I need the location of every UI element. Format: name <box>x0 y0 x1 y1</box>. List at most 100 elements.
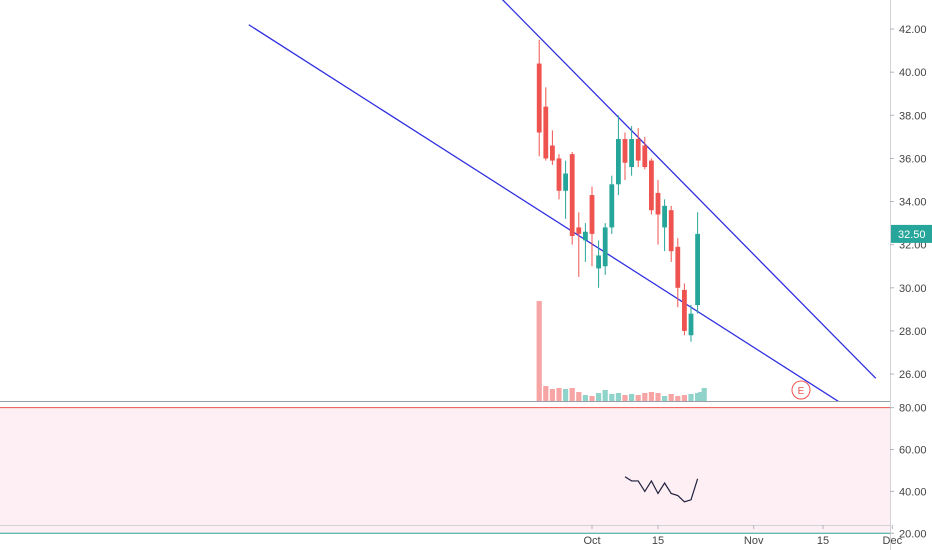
candle[interactable] <box>536 39 542 157</box>
volume-bar <box>576 392 582 401</box>
candle[interactable] <box>688 305 694 342</box>
oscillator-line[interactable] <box>624 476 699 503</box>
price-tick-label: 30.00 <box>899 283 927 295</box>
volume-bar <box>536 301 542 401</box>
price-tick-label: 40.00 <box>899 67 927 79</box>
candle-body <box>576 227 582 234</box>
candles-group <box>536 39 700 342</box>
candle[interactable] <box>629 126 634 176</box>
candle[interactable] <box>550 130 555 165</box>
oscillator-tick-label: 40.00 <box>899 486 927 498</box>
time-tick-label: Nov <box>744 535 764 547</box>
candle-body <box>642 145 648 168</box>
candle[interactable] <box>569 151 575 245</box>
candle[interactable] <box>622 132 628 180</box>
candle-body <box>602 227 608 267</box>
candle[interactable] <box>576 212 582 278</box>
price-tick-label: 34.00 <box>899 197 927 209</box>
candle-body <box>596 255 601 269</box>
time-tick-label: 15 <box>817 535 829 547</box>
candle-body <box>649 160 654 211</box>
candle[interactable] <box>662 199 667 252</box>
volume-bar <box>582 395 588 401</box>
candle-body <box>662 205 667 228</box>
time-axis-ticks: Oct 15 Nov 15 Dec <box>583 525 903 547</box>
candle-body <box>688 313 694 336</box>
volume-bar <box>668 394 674 401</box>
candle[interactable] <box>583 223 588 262</box>
candle-body <box>569 154 575 237</box>
candle[interactable] <box>642 136 648 170</box>
candle-body <box>668 210 674 252</box>
candle[interactable] <box>602 223 608 275</box>
candle-body <box>583 231 588 241</box>
candle[interactable] <box>596 240 601 288</box>
volume-bar <box>563 389 569 401</box>
volume-bar <box>615 393 621 401</box>
candle[interactable] <box>543 87 549 161</box>
trendline-2[interactable] <box>500 0 877 379</box>
volume-bar <box>596 393 602 401</box>
volume-bar <box>635 395 641 401</box>
earnings-marker[interactable]: E <box>791 380 811 400</box>
trendlines-group <box>248 0 877 404</box>
oscillator-tick-label: 60.00 <box>899 445 927 457</box>
volume-bar <box>622 395 628 401</box>
candle[interactable] <box>616 115 621 196</box>
candle-body <box>536 63 542 133</box>
candle[interactable] <box>675 238 681 308</box>
volume-bars-group <box>536 301 707 401</box>
last-price-label: 32.50 <box>898 229 926 241</box>
volume-bar <box>662 396 668 401</box>
trendline-1[interactable] <box>248 24 843 404</box>
volume-bar <box>701 388 707 401</box>
candle[interactable] <box>668 205 674 262</box>
candle-body <box>550 145 555 161</box>
candle-body <box>616 139 621 185</box>
candle-body <box>682 289 687 331</box>
last-price-badge: 32.50 <box>891 224 932 243</box>
volume-bar <box>569 388 575 401</box>
candle[interactable] <box>589 186 595 267</box>
candle[interactable] <box>609 175 615 234</box>
oscillator-band-group <box>0 407 890 534</box>
oscillator-axis-ticks: 80.00 60.00 40.00 20.00 <box>890 403 927 540</box>
candle[interactable] <box>635 128 641 168</box>
candle-body <box>622 139 628 163</box>
price-tick-label: 42.00 <box>899 24 927 36</box>
candle-body <box>556 158 562 191</box>
earnings-marker-label[interactable]: E <box>798 386 805 397</box>
candle[interactable] <box>556 154 562 200</box>
candle[interactable] <box>563 160 568 219</box>
volume-bar <box>629 394 635 401</box>
oscillator-line-group <box>624 476 699 503</box>
price-tick-label: 26.00 <box>899 369 927 381</box>
candle-body <box>695 233 700 306</box>
candle-body <box>609 184 615 228</box>
candle-body <box>543 106 549 159</box>
candle-body <box>635 139 641 161</box>
oscillator-tick-label: 80.00 <box>899 403 927 415</box>
volume-bar <box>695 393 701 401</box>
time-tick-label: Dec <box>883 535 903 547</box>
price-tick-label: 28.00 <box>899 326 927 338</box>
volume-bar <box>698 392 704 401</box>
price-tick-label: 36.00 <box>899 153 927 165</box>
candle-body <box>589 195 595 234</box>
candle[interactable] <box>682 283 687 336</box>
price-tick-label: 38.00 <box>899 110 927 122</box>
candle[interactable] <box>655 179 661 245</box>
volume-bar <box>609 394 615 401</box>
volume-bar <box>602 390 608 401</box>
candle-body <box>675 246 681 288</box>
volume-bar <box>642 393 648 401</box>
candle[interactable] <box>649 158 654 215</box>
volume-bar <box>648 392 654 401</box>
earnings-marker-circle[interactable] <box>791 380 811 400</box>
volume-bar <box>655 393 661 401</box>
volume-bar <box>675 396 681 401</box>
volume-bar <box>543 386 549 401</box>
candle[interactable] <box>695 212 700 314</box>
oscillator-tick-label: 20.00 <box>899 528 927 540</box>
